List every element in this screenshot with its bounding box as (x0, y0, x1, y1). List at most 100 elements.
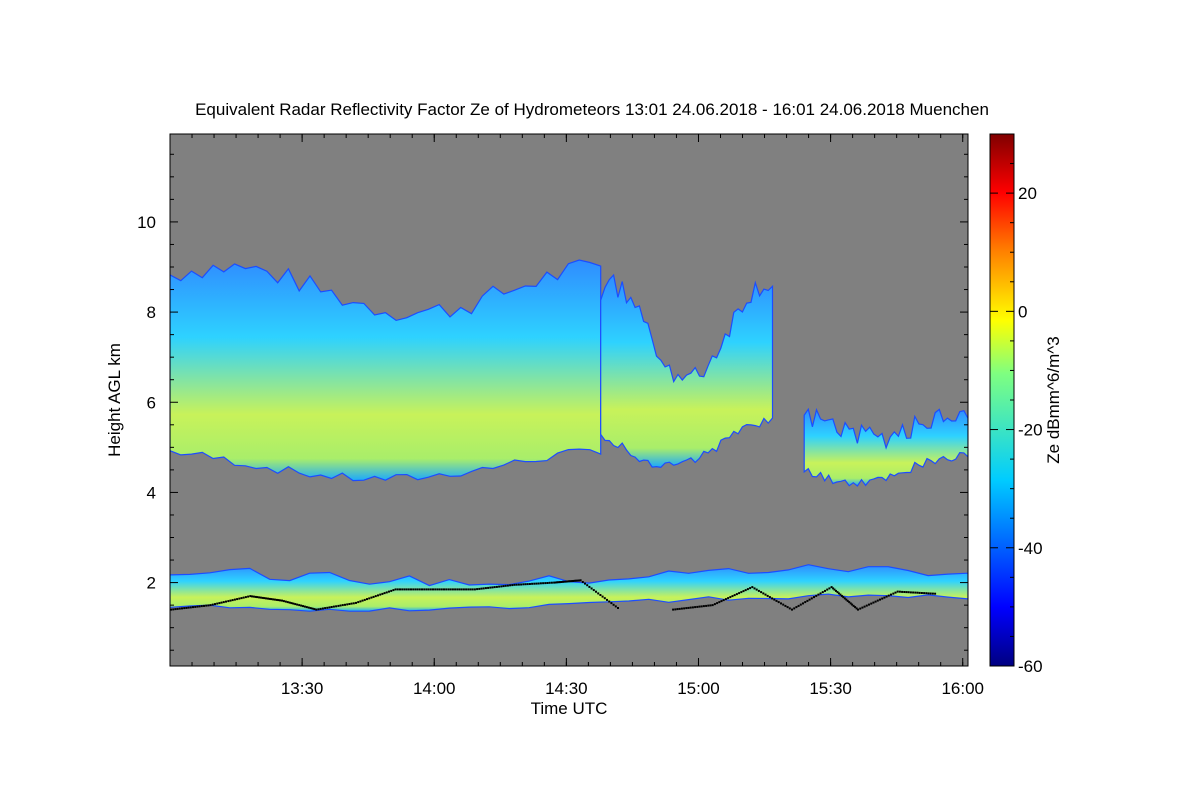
cloud-base-point (894, 591, 897, 594)
cloud-base-point (575, 579, 578, 582)
cloud-base-point (209, 604, 212, 607)
cloud-base-point (852, 604, 855, 607)
cloud-base-point (817, 593, 820, 596)
cloud-base-point (592, 589, 595, 592)
cloud-base-point (559, 581, 561, 584)
cloud-base-point (328, 606, 331, 609)
cloud-base-point (567, 580, 570, 583)
cloud-base-point (381, 592, 384, 595)
y-tick-label: 4 (147, 483, 156, 502)
cloud-base-point (870, 602, 873, 605)
cloud-base-point (482, 587, 485, 590)
cloud-base-point (795, 606, 798, 609)
cloud-base-point (539, 582, 542, 585)
cloud-base-point (777, 601, 780, 604)
cloud-base-point (557, 581, 560, 584)
cloud-base-point (835, 589, 837, 592)
cloud-base-point (335, 605, 338, 608)
cloud-base-point (429, 588, 432, 591)
cloud-base-point (247, 595, 250, 598)
cloud-base-point (881, 597, 884, 600)
cloud-base-point (447, 588, 450, 591)
cloud-base-point (698, 605, 701, 608)
cloud-base-point (303, 605, 306, 608)
cloud-base-point (520, 583, 523, 586)
cloud-base-point (808, 598, 811, 601)
cloud-base-point (414, 588, 417, 591)
cloud-base-point (707, 604, 710, 607)
x-tick-label: 16:00 (941, 679, 984, 698)
cloud-base-point (546, 582, 549, 584)
cloud-base-point (848, 601, 851, 604)
cloud-base-point (617, 607, 619, 609)
cloud-base-point (394, 588, 397, 591)
cloud-base-point (929, 592, 932, 595)
cloud-base-point (170, 608, 172, 611)
x-axis-label: Time UTC (531, 699, 608, 718)
cloud-base-point (176, 607, 179, 610)
cloud-base-point (601, 595, 604, 598)
cloud-base-point (467, 588, 470, 591)
y-tick-label: 8 (147, 303, 156, 322)
cloud-base-point (764, 593, 767, 596)
cloud-base-point (590, 587, 593, 590)
cloud-base-point (355, 601, 357, 604)
cloud-base-point (595, 590, 597, 593)
cloud-base-point (788, 607, 791, 610)
cloud-base-point (799, 603, 802, 606)
cloud-base-point (471, 588, 474, 591)
cloud-base-point (572, 580, 575, 582)
cloud-base-point (927, 592, 930, 595)
cloud-base-point (240, 597, 243, 600)
cloud-base-point (266, 597, 269, 600)
cloud-base-point (753, 587, 756, 590)
cloud-region-cloud-fragments-right (803, 407, 968, 487)
cloud-base-point (836, 591, 839, 594)
cloud-base-point (749, 587, 752, 590)
cloud-base-point (931, 592, 934, 595)
cloud-base-point (443, 588, 445, 591)
cloud-base-point (403, 588, 406, 591)
cloud-base-point (786, 606, 789, 609)
cloud-base-point (780, 602, 782, 605)
cloud-base-point (302, 605, 304, 608)
cloud-base-point (676, 608, 679, 611)
cloud-base-point (268, 597, 271, 600)
cloud-base-point (762, 592, 765, 595)
cloud-base-point (907, 591, 910, 594)
cloud-base-point (511, 584, 514, 587)
cloud-base-point (733, 594, 736, 597)
cloud-base-point (368, 597, 371, 600)
cloud-base-point (709, 604, 712, 607)
colorbar-tick-label: -60 (1018, 657, 1043, 676)
cloud-base-point (826, 588, 829, 591)
cloud-base-point (612, 603, 615, 606)
cloud-base-point (548, 581, 551, 584)
cloud-base-point (200, 605, 203, 608)
cloud-base-point (526, 583, 529, 586)
cloud-base-point (724, 598, 727, 601)
cloud-base-point (495, 585, 498, 588)
cloud-base-point (578, 579, 581, 582)
cloud-base-point (401, 588, 404, 591)
cloud-base-point (833, 588, 836, 591)
colorbar-tick-label: 0 (1018, 302, 1027, 321)
cloud-base-point (824, 589, 826, 592)
y-tick-label: 2 (147, 574, 156, 593)
cloud-base-point (702, 605, 705, 608)
cloud-base-point (214, 603, 216, 606)
cloud-base-point (423, 588, 426, 591)
cloud-base-point (465, 588, 468, 591)
cloud-base-point (934, 592, 937, 595)
cloud-base-point (784, 604, 787, 607)
cloud-base-point (361, 599, 364, 602)
cloud-base-point (883, 596, 886, 599)
cloud-base-point (311, 607, 314, 610)
cloud-base-point (563, 580, 566, 583)
cloud-base-point (249, 595, 252, 598)
cloud-base-point (229, 599, 232, 602)
cloud-base-point (842, 596, 845, 599)
cloud-base-point (185, 606, 188, 609)
cloud-base-point (374, 595, 377, 598)
cloud-base-point (178, 607, 181, 610)
